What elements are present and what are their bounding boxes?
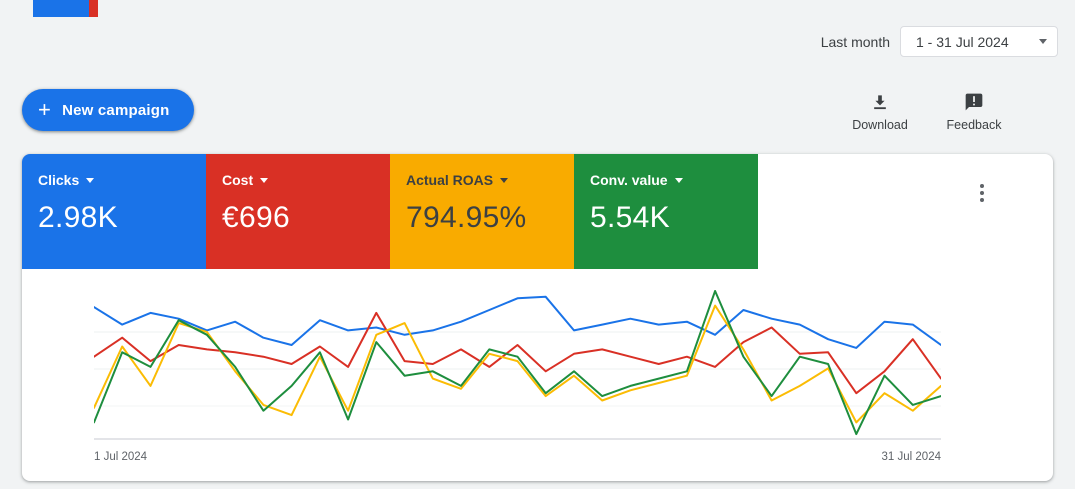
kebab-dot	[980, 198, 984, 202]
feedback-label: Feedback	[946, 118, 1002, 132]
kebab-dot	[980, 191, 984, 195]
chevron-down-icon[interactable]	[674, 177, 683, 183]
scorecard-conv-value[interactable]: Conv. value 5.54K	[574, 154, 758, 269]
scorecard-value: 794.95%	[406, 201, 527, 234]
date-range-value: 1 - 31 Jul 2024	[916, 33, 1009, 50]
scorecard-label: Clicks	[38, 172, 80, 188]
scorecard-value: 2.98K	[38, 201, 118, 234]
chart-line-cost	[94, 311, 941, 395]
scorecard-actual-roas[interactable]: Actual ROAS 794.95%	[390, 154, 574, 269]
feedback-button[interactable]: Feedback	[939, 92, 1009, 132]
scorecard-value: €696	[222, 201, 290, 234]
chevron-down-icon[interactable]	[260, 177, 269, 183]
screen-top-fragment-blue	[33, 0, 89, 17]
download-button[interactable]: Download	[845, 92, 915, 132]
x-axis-end-label: 31 Jul 2024	[881, 451, 941, 463]
scorecard-cost[interactable]: Cost €696	[206, 154, 390, 269]
more-options-button[interactable]	[970, 178, 994, 208]
new-campaign-button[interactable]: + New campaign	[22, 89, 194, 131]
plus-icon: +	[38, 97, 52, 122]
chart-line-conv-value	[94, 290, 941, 436]
date-range-selector[interactable]: 1 - 31 Jul 2024	[900, 26, 1058, 57]
date-range-preset-label: Last month	[820, 34, 890, 50]
scorecard-label: Cost	[222, 172, 254, 188]
x-axis-start-label: 1 Jul 2024	[94, 451, 148, 463]
feedback-icon	[939, 92, 1009, 114]
screen-top-fragment-red	[89, 0, 98, 17]
scorecard-clicks[interactable]: Clicks 2.98K	[22, 154, 206, 269]
download-icon	[845, 92, 915, 114]
timeseries-chart-svg	[94, 290, 941, 440]
scorecard-label: Conv. value	[590, 172, 668, 188]
download-label: Download	[852, 118, 908, 132]
chart-line-actual-roas	[94, 304, 941, 424]
chart-line-clicks	[94, 295, 941, 349]
overview-panel: Clicks 2.98K Cost €696 Actual ROAS 794.9…	[22, 154, 1053, 481]
scorecard-value: 5.54K	[590, 201, 670, 234]
chevron-down-icon[interactable]	[86, 177, 95, 183]
timeseries-chart	[94, 288, 941, 440]
new-campaign-label: New campaign	[62, 101, 170, 119]
kebab-dot	[980, 184, 984, 188]
chevron-down-icon[interactable]	[500, 177, 509, 183]
scorecard-label: Actual ROAS	[406, 172, 494, 188]
chevron-down-icon	[1039, 39, 1047, 44]
scorecards-row: Clicks 2.98K Cost €696 Actual ROAS 794.9…	[22, 154, 758, 269]
